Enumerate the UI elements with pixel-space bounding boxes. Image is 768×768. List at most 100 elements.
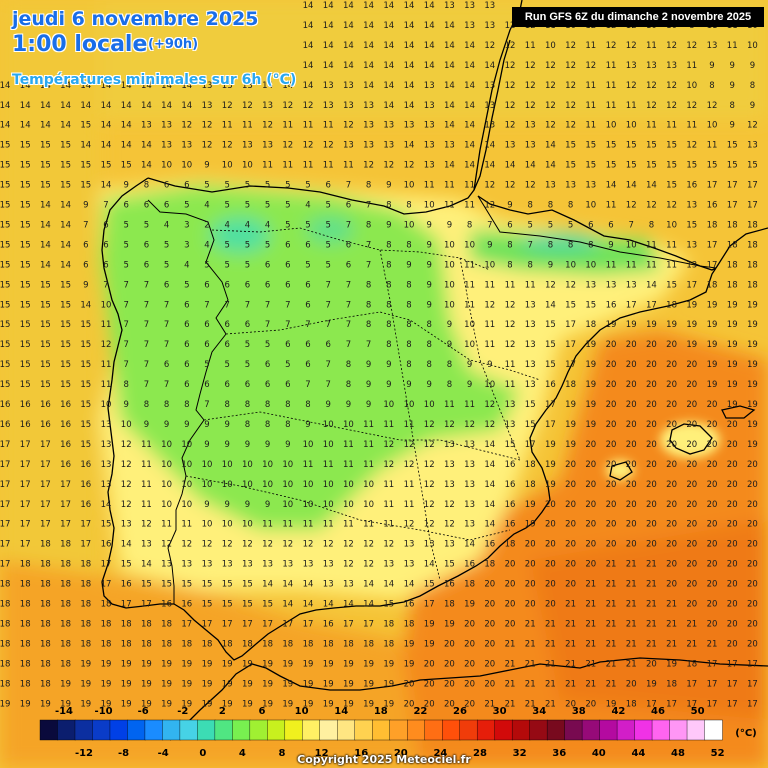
grid-value: 16 <box>0 420 10 430</box>
grid-value: 18 <box>20 619 31 629</box>
grid-value: 21 <box>505 659 516 669</box>
grid-value: 19 <box>646 679 657 689</box>
grid-value: 6 <box>265 260 270 270</box>
grid-value: 15 <box>606 161 617 171</box>
grid-value: 16 <box>80 480 91 490</box>
grid-value: 14 <box>121 121 132 131</box>
grid-value: 17 <box>20 520 31 530</box>
legend-label: -10 <box>95 706 113 717</box>
grid-value: 15 <box>20 380 31 390</box>
grid-value: 6 <box>305 340 310 350</box>
grid-value: 8 <box>265 420 270 430</box>
grid-value: 14 <box>484 440 495 450</box>
grid-value: 12 <box>525 181 536 191</box>
grid-value: 9 <box>729 61 734 71</box>
grid-value: 12 <box>505 181 516 191</box>
grid-value: 11 <box>727 41 738 51</box>
grid-value: 14 <box>404 141 415 151</box>
grid-value: 18 <box>121 619 132 629</box>
grid-value: 21 <box>646 639 657 649</box>
grid-value: 8 <box>366 300 371 310</box>
forecast-time: 1:00 locale <box>12 32 148 57</box>
grid-value: 11 <box>343 520 354 530</box>
grid-value: 20 <box>464 699 475 709</box>
grid-value: 16 <box>505 480 516 490</box>
grid-value: 15 <box>747 161 758 171</box>
grid-value: 13 <box>282 560 293 570</box>
grid-value: 10 <box>282 500 293 510</box>
grid-value: 18 <box>282 639 293 649</box>
grid-value: 19 <box>141 659 152 669</box>
grid-value: 19 <box>424 619 435 629</box>
grid-value: 8 <box>386 280 391 290</box>
grid-value: 12 <box>303 540 314 550</box>
grid-value: 5 <box>123 220 128 230</box>
grid-value: 19 <box>161 699 172 709</box>
grid-value: 20 <box>505 619 516 629</box>
grid-value: 21 <box>646 619 657 629</box>
grid-value: 20 <box>686 600 697 610</box>
grid-value: 12 <box>343 121 354 131</box>
grid-value: 10 <box>444 260 455 270</box>
grid-value: 19 <box>282 679 293 689</box>
grid-value: 6 <box>164 360 169 370</box>
grid-value: 16 <box>404 600 415 610</box>
grid-value: 15 <box>20 240 31 250</box>
grid-value: 20 <box>686 560 697 570</box>
grid-value: 14 <box>444 81 455 91</box>
grid-value: 19 <box>323 659 334 669</box>
grid-value: 14 <box>303 61 314 71</box>
grid-value: 11 <box>505 380 516 390</box>
grid-value: 20 <box>424 699 435 709</box>
grid-value: 9 <box>729 121 734 131</box>
grid-value: 14 <box>303 580 314 590</box>
grid-value: 9 <box>204 161 209 171</box>
grid-value: 9 <box>426 240 431 250</box>
grid-value: 10 <box>484 380 495 390</box>
grid-value: 19 <box>686 340 697 350</box>
grid-value: 13 <box>262 560 273 570</box>
grid-value: 20 <box>484 679 495 689</box>
grid-value: 11 <box>606 81 617 91</box>
grid-value: 5 <box>305 260 310 270</box>
legend-label: 6 <box>259 706 266 717</box>
grid-value: 18 <box>60 600 71 610</box>
grid-value: 21 <box>646 600 657 610</box>
grid-value: 15 <box>525 400 536 410</box>
grid-value: 11 <box>383 500 394 510</box>
grid-value: 20 <box>727 420 738 430</box>
grid-value: 7 <box>366 260 371 270</box>
grid-value: 7 <box>325 360 330 370</box>
grid-value: 13 <box>363 101 374 111</box>
grid-value: 20 <box>525 540 536 550</box>
grid-value: 21 <box>565 619 576 629</box>
grid-value: 14 <box>646 181 657 191</box>
grid-value: 11 <box>404 500 415 510</box>
grid-value: 19 <box>404 639 415 649</box>
grid-value: 5 <box>123 260 128 270</box>
grid-value: 14 <box>464 540 475 550</box>
grid-value: 17 <box>303 619 314 629</box>
legend-swatch <box>389 719 408 741</box>
grid-value: 20 <box>707 600 718 610</box>
grid-value: 8 <box>406 320 411 330</box>
grid-value: 20 <box>686 500 697 510</box>
grid-value: 5 <box>245 360 250 370</box>
grid-value: 10 <box>585 260 596 270</box>
legend-swatch <box>197 719 216 741</box>
grid-value: 15 <box>242 580 253 590</box>
grid-value: 7 <box>144 280 149 290</box>
grid-value: 11 <box>606 260 617 270</box>
grid-value: 12 <box>424 460 435 470</box>
color-legend: -14 -10 -6 -2 2 6 10 14 18 22 26 30 34 38 42 46 50 -12 -8… <box>39 706 757 759</box>
grid-value: 18 <box>686 659 697 669</box>
grid-value: 10 <box>181 480 192 490</box>
grid-value: 20 <box>606 400 617 410</box>
grid-value: 12 <box>141 520 152 530</box>
grid-value: 14 <box>343 21 354 31</box>
grid-value: 12 <box>121 460 132 470</box>
legend-label: -14 <box>55 706 73 717</box>
grid-value: 15 <box>60 300 71 310</box>
grid-value: 19 <box>161 659 172 669</box>
grid-value: 13 <box>505 400 516 410</box>
